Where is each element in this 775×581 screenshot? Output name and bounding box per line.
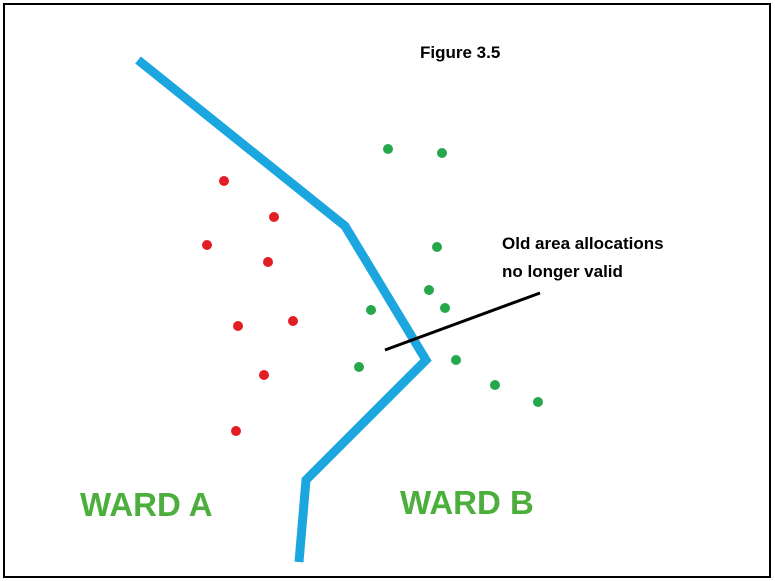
ward-label: WARD A [80, 486, 213, 523]
ward-a-points [202, 176, 298, 436]
ward-boundary [135, 56, 432, 563]
ward-b-points [354, 144, 543, 407]
ward-label: WARD B [400, 484, 534, 521]
annotation-line: Old area allocations [502, 234, 664, 253]
annotation-line: no longer valid [502, 262, 623, 281]
title: Figure 3.5 [420, 43, 500, 62]
annotation-pointer [384, 291, 541, 352]
